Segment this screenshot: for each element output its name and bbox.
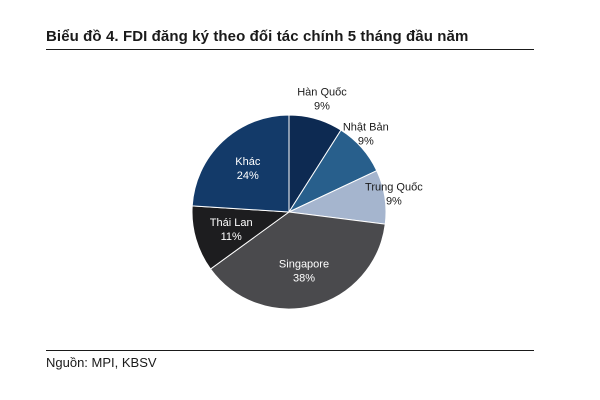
slice-label-han-quoc: Hàn Quốc [297, 86, 347, 98]
pie-slice-singapore [209, 211, 386, 310]
pie-slice-thai-lan [191, 205, 291, 270]
slice-label-thai-lan: Thái Lan [210, 217, 253, 229]
slice-label-nhat-ban: Nhật Bản [343, 122, 389, 134]
slice-value-trung-quoc: 9% [386, 196, 402, 208]
slice-value-nhat-ban: 9% [358, 136, 374, 148]
slice-label-khac: Khác [235, 156, 261, 168]
title-rule [46, 49, 534, 50]
slice-label-singapore: Singapore [279, 258, 329, 270]
source-rule [46, 350, 534, 351]
source-note: Nguồn: MPI, KBSV [46, 355, 157, 370]
slice-value-khac: 24% [237, 170, 259, 182]
slice-value-singapore: 38% [293, 272, 315, 284]
chart-title: Biểu đồ 4. FDI đăng ký theo đối tác chín… [46, 28, 469, 45]
slice-value-han-quoc: 9% [314, 100, 330, 112]
slice-value-thai-lan: 11% [221, 231, 242, 243]
slice-label-trung-quoc: Trung Quốc [365, 182, 423, 194]
pie-slice-khac [191, 114, 290, 213]
